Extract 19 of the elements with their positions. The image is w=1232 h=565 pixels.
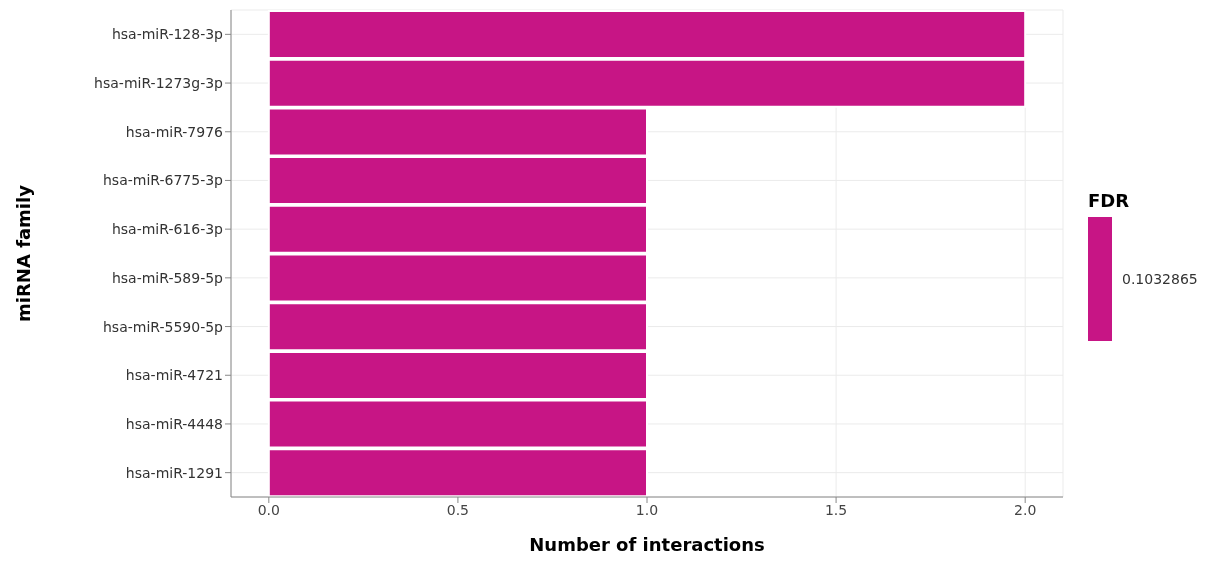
y-tick-label: hsa-miR-589-5p [111,269,224,286]
x-axis-title: Number of interactions [529,534,765,555]
y-tick-label: hsa-miR-1291 [125,464,223,481]
y-tick-label: hsa-miR-1273g-3p [94,75,224,92]
color-bar-title: FDR [1088,190,1131,211]
y-tick-label: hsa-miR-4448 [125,415,223,432]
x-tick-label: 0.0 [257,501,280,518]
y-tick-label: hsa-miR-128-3p [111,26,224,43]
y-tick-label: hsa-miR-4721 [125,367,223,384]
text: 0.1032865 [1122,271,1198,287]
y-axis-title: miRNA family [13,184,35,322]
y-tick-label: hsa-miR-6775-3p [102,172,224,189]
x-tick-label: 0.5 [446,501,470,518]
x-tick-label: 2.0 [1014,501,1037,518]
y-tick-label: hsa-miR-616-3p [111,221,224,238]
y-tick-label: hsa-miR-7976 [125,123,224,140]
x-tick-label: 1.5 [824,501,848,518]
y-tick-label: hsa-miR-5590-5p [102,318,224,335]
x-tick-label: 1.0 [635,501,659,518]
